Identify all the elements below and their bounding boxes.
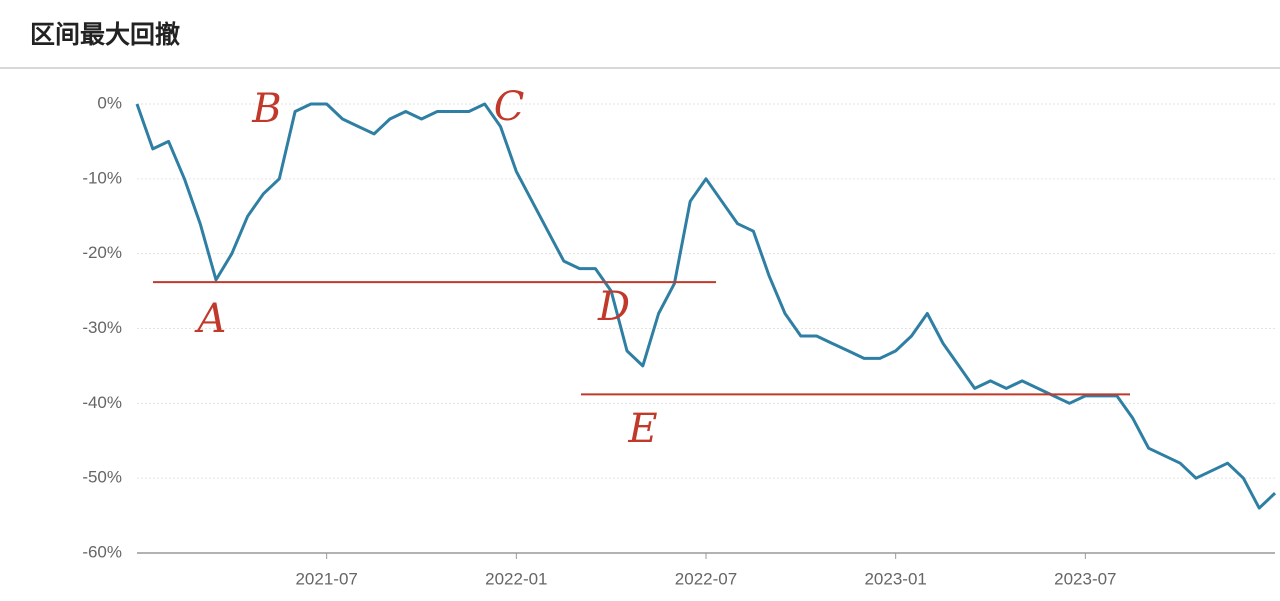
x-tick-label: 2022-01 xyxy=(485,569,547,588)
annotation-letter: D xyxy=(597,284,630,330)
y-tick-label: -30% xyxy=(82,318,122,337)
annotation-letter: A xyxy=(194,296,227,342)
y-tick-label: -50% xyxy=(82,468,122,487)
drawdown-line xyxy=(135,102,1277,510)
y-tick-label: -60% xyxy=(82,542,122,561)
annotation-letter: E xyxy=(627,406,657,452)
x-tick-label: 2023-07 xyxy=(1054,569,1116,588)
y-tick-label: -10% xyxy=(82,168,122,187)
x-tick-label: 2023-01 xyxy=(864,569,926,588)
y-tick-label: -40% xyxy=(82,393,122,412)
y-tick-label: 0% xyxy=(97,93,122,112)
annotation-letter: B xyxy=(251,86,281,132)
x-tick-label: 2021-07 xyxy=(295,569,357,588)
y-tick-label: -20% xyxy=(82,243,122,262)
x-tick-label: 2022-07 xyxy=(675,569,737,588)
chart-title: 区间最大回撤 xyxy=(30,20,180,49)
annotation-letter: C xyxy=(494,84,525,130)
